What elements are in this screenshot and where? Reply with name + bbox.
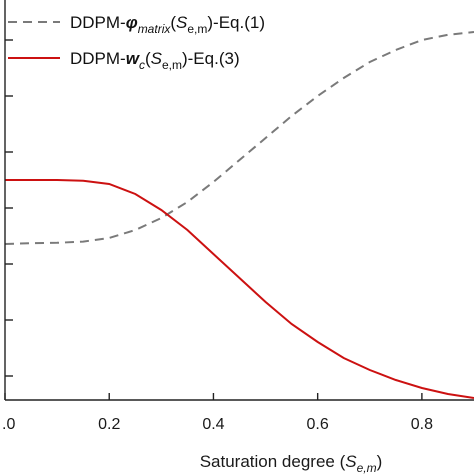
series-line-2 (5, 179, 474, 399)
x-axis-title-subscript: e,m (357, 461, 377, 474)
x-tick-label-5: 0.8 (411, 416, 433, 433)
legend-label-prefix: DDPM- (70, 13, 126, 32)
legend-label-suffix: )-Eq.(1) (207, 13, 265, 32)
legend-label-variable-subscript: e,m (162, 58, 182, 72)
x-axis-title-suffix: ) (377, 452, 383, 471)
series-layer (4, 31, 474, 399)
legend-label-symbol-subscript: matrix (138, 22, 172, 36)
series-line-1 (4, 31, 474, 245)
x-tick-label-4: 0.6 (307, 416, 329, 433)
legend-label-symbol: w (126, 49, 141, 68)
x-axis-title-prefix: Saturation degree ( (200, 452, 346, 471)
legend-label-symbol-subscript: c (139, 58, 145, 72)
x-tick-label-3: 0.4 (202, 416, 224, 433)
legend-label-symbol: φ (126, 13, 138, 32)
legend: DDPM-φmatrix(Se,m)-Eq.(1)DDPM-wc(Se,m)-E… (8, 13, 265, 72)
x-axis-title: Saturation degree (Se,m) (200, 452, 383, 474)
legend-label-paren: ( (170, 13, 176, 32)
legend-label-1: DDPM-φmatrix(Se,m)-Eq.(1) (70, 13, 265, 36)
legend-label-suffix: )-Eq.(3) (182, 49, 240, 68)
legend-label-paren: ( (145, 49, 151, 68)
legend-label-variable: S (176, 13, 188, 32)
legend-label-2: DDPM-wc(Se,m)-Eq.(3) (70, 49, 240, 72)
x-axis-title-symbol: S (345, 452, 357, 471)
legend-label-variable-subscript: e,m (187, 22, 207, 36)
x-tick-label-1: .0 (2, 416, 15, 433)
x-tick-label-2: 0.2 (98, 416, 120, 433)
legend-label-variable: S (151, 49, 163, 68)
legend-label-prefix: DDPM- (70, 49, 126, 68)
